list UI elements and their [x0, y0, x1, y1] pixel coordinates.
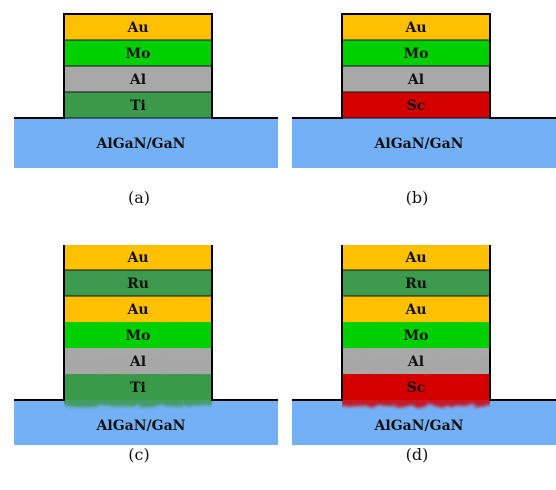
substrate-label-d: AlGaN/GaN	[374, 418, 464, 434]
layer-label-au-c: Au	[126, 302, 148, 318]
substrate-b	[292, 118, 556, 168]
panel-b: Au Mo Al Sc AlGaN/GaN (b)	[278, 0, 556, 245]
caption-d: (d)	[405, 445, 429, 464]
panel-a: Au Mo Al Ti AlGaN/GaN (a)	[0, 0, 278, 245]
panel-c: Au Ru Au Mo Al Ti AlGaN/GaN (c)	[0, 245, 278, 490]
contact-outline-b	[292, 13, 556, 119]
contact-outline-a	[14, 13, 278, 119]
layer-au-b	[341, 13, 491, 41]
intermix-band-mo-c	[64, 327, 212, 345]
contact-stack-a: Au Mo Al Ti AlGaN/GaN	[14, 13, 278, 168]
intermix-spread-c	[64, 394, 212, 406]
layer-label-ru-d: Ru	[405, 276, 427, 292]
layer-label-al-c: Al	[129, 354, 146, 370]
layer-label-au-d: Au	[404, 302, 426, 318]
layer-mo-b	[341, 39, 491, 67]
substrate-label-a: AlGaN/GaN	[96, 136, 186, 152]
layer-label-sc-b: Sc	[407, 98, 426, 114]
intermix-band-al-d	[342, 353, 490, 371]
intermix-band-al-c	[64, 353, 212, 371]
intermix-band-sc-d	[342, 379, 490, 397]
layer-label-ru-c: Ru	[127, 276, 149, 292]
layer-label-au-a: Au	[126, 20, 148, 36]
caption-c: (c)	[128, 445, 150, 464]
layer-group-c	[64, 245, 212, 400]
layer-group-d	[342, 245, 490, 400]
intermix-region-c	[64, 301, 212, 406]
layer-ru-d	[342, 270, 490, 296]
layer-au-c	[64, 245, 212, 270]
layer-label-al-a: Al	[129, 72, 146, 88]
layer-label-au-b: Au	[404, 20, 426, 36]
layer-label-mo-c: Mo	[126, 328, 151, 344]
layer-al-a	[63, 65, 213, 93]
intermix-spread-d	[342, 394, 490, 406]
panel-d: Au Ru Au Mo Al Sc AlGaN/GaN (d)	[278, 245, 556, 490]
substrate-label-b: AlGaN/GaN	[374, 136, 464, 152]
layer-label-mo-d: Mo	[404, 328, 429, 344]
intermix-region-d	[342, 301, 490, 406]
intermix-band-mo-d	[342, 327, 490, 345]
layer-au-a	[63, 13, 213, 41]
intermix-band-ti-c	[64, 379, 212, 397]
caption-a: (a)	[127, 188, 151, 207]
intermix-band-au-c	[64, 301, 212, 319]
layer-label-au-d: Au	[404, 250, 426, 266]
layer-au-d	[342, 245, 490, 270]
layer-ru-c	[64, 270, 212, 296]
layer-ti-a	[63, 91, 213, 119]
layer-label-ti-c: Ti	[130, 380, 146, 396]
intermix-band-au-d	[342, 301, 490, 319]
layer-group-a	[63, 13, 213, 119]
contact-stack-d: Au Ru Au Mo Al Sc AlGaN/GaN	[292, 245, 556, 445]
layer-mo-a	[63, 39, 213, 67]
contact-outline-d	[292, 245, 556, 401]
layer-label-sc-d: Sc	[407, 380, 426, 396]
contact-stack-b: Au Mo Al Sc AlGaN/GaN	[292, 13, 556, 168]
substrate-c	[14, 400, 278, 445]
layer-label-ti-a: Ti	[130, 98, 146, 114]
contact-stack-c: Au Ru Au Mo Al Ti AlGaN/GaN	[14, 245, 278, 445]
substrate-label-c: AlGaN/GaN	[96, 418, 186, 434]
layer-label-al-b: Al	[407, 72, 424, 88]
substrate-a	[14, 118, 278, 168]
layer-label-mo-a: Mo	[126, 46, 151, 62]
layer-group-b	[341, 13, 491, 119]
contact-outline-c	[14, 245, 278, 401]
layer-label-au-c: Au	[126, 250, 148, 266]
substrate-d	[292, 400, 556, 445]
caption-b: (b)	[405, 188, 429, 207]
layer-label-mo-b: Mo	[404, 46, 429, 62]
layer-label-al-d: Al	[407, 354, 424, 370]
